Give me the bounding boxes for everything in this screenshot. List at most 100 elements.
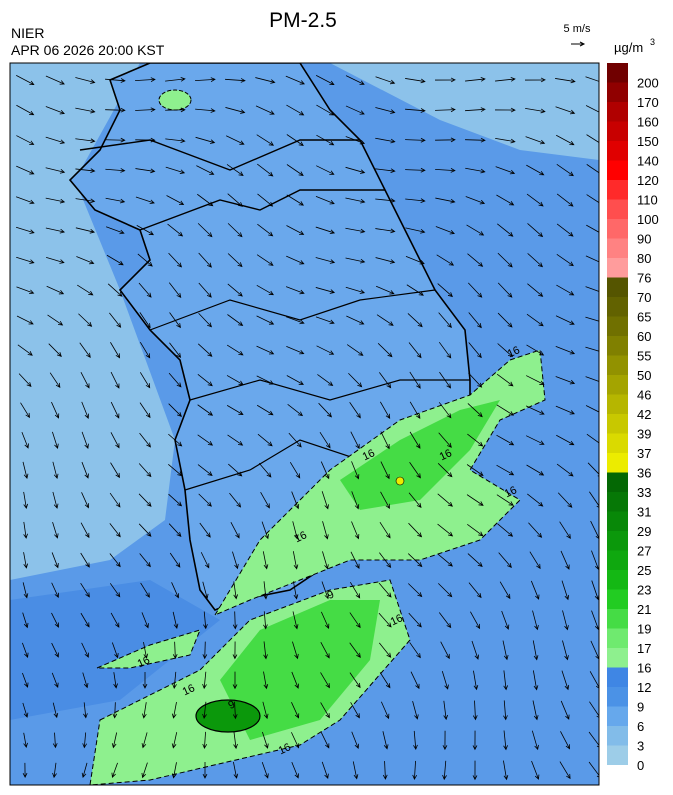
wind-arrow xyxy=(51,612,59,628)
wind-arrow xyxy=(375,168,396,174)
wind-arrow xyxy=(468,582,482,599)
wind-arrow xyxy=(139,402,151,419)
colorbar-segment xyxy=(607,160,628,180)
wind-arrow xyxy=(527,493,544,507)
wind-arrow xyxy=(16,286,35,295)
wind-arrow xyxy=(438,612,452,629)
wind-arrow xyxy=(49,372,61,389)
wind-arrow xyxy=(168,433,183,447)
wind-arrow xyxy=(555,405,575,415)
wind-arrow xyxy=(289,461,301,479)
colorbar-segment xyxy=(607,667,628,687)
wind-arrow xyxy=(559,521,571,540)
wind-arrow xyxy=(225,107,246,114)
colorbar-segment xyxy=(607,433,628,453)
wind-arrow xyxy=(585,405,599,413)
wind-arrow xyxy=(135,168,156,174)
wind-arrow xyxy=(319,431,331,449)
wind-arrow xyxy=(257,223,274,237)
wind-arrow xyxy=(81,492,90,509)
wind-arrow xyxy=(503,670,509,691)
wind-arrow xyxy=(379,401,391,420)
contour-label: 16 xyxy=(361,447,377,463)
wind-arrow xyxy=(497,282,513,298)
wind-arrow xyxy=(22,582,29,599)
wind-arrow xyxy=(111,642,119,659)
wind-arrow xyxy=(525,405,545,415)
wind-arrow xyxy=(413,730,418,750)
wind-arrow xyxy=(45,136,66,144)
wind-arrow xyxy=(561,580,570,601)
wind-arrow xyxy=(375,137,396,144)
wind-arrow xyxy=(586,194,599,206)
wind-arrow xyxy=(378,582,392,598)
wind-arrow xyxy=(586,134,599,146)
wind-arrow xyxy=(532,610,539,631)
wind-arrow xyxy=(171,762,177,779)
wind-key-arrow xyxy=(571,41,586,47)
wind-arrow xyxy=(263,641,268,660)
wind-arrow xyxy=(556,434,575,446)
wind-arrow xyxy=(141,612,149,629)
colorbar-label: 37 xyxy=(637,446,651,461)
map: 16 16 16 16 16 9 16 16 16 16 9 xyxy=(10,63,599,785)
wind-arrow xyxy=(501,610,510,630)
wind-arrow xyxy=(465,167,486,174)
wind-arrow xyxy=(405,227,426,234)
wind-arrow xyxy=(135,77,156,82)
colorbar-label: 110 xyxy=(637,193,658,208)
wind-arrow xyxy=(497,523,514,537)
wind-arrow xyxy=(345,286,366,294)
wind-arrow xyxy=(48,343,62,357)
wind-arrow xyxy=(405,108,426,113)
wind-arrow xyxy=(466,224,485,236)
wind-arrow xyxy=(286,375,304,385)
wind-arrow xyxy=(45,75,65,85)
wind-arrow xyxy=(405,137,426,143)
wind-arrow xyxy=(555,106,576,115)
wind-arrow xyxy=(232,611,238,630)
colorbar-segment xyxy=(607,102,628,122)
wind-arrow xyxy=(375,107,396,114)
wind-arrow xyxy=(261,762,269,779)
wind-arrow xyxy=(556,223,574,237)
wind-arrow xyxy=(77,284,94,296)
wind-arrow xyxy=(47,314,64,326)
wind-arrow xyxy=(202,641,208,660)
wind-arrow xyxy=(561,670,570,691)
wind-arrow xyxy=(226,375,244,386)
wind-arrow xyxy=(587,462,599,477)
colorbar-segment xyxy=(607,706,628,726)
wind-arrow xyxy=(472,700,478,721)
wind-arrow xyxy=(109,523,121,538)
colorbar-segment xyxy=(607,394,628,414)
wind-arrow xyxy=(586,433,599,446)
wind-arrow xyxy=(51,672,59,688)
wind-arrow xyxy=(472,730,478,751)
colorbar-segment xyxy=(607,121,628,141)
wind-arrow xyxy=(287,404,304,417)
wind-arrow xyxy=(232,701,238,720)
wind-arrow xyxy=(409,461,421,479)
wind-arrow xyxy=(285,316,305,325)
colorbar-label: 31 xyxy=(637,505,651,520)
wind-arrow xyxy=(321,581,329,600)
wind-arrow xyxy=(230,522,240,539)
wind-key-label: 5 m/s xyxy=(564,23,591,35)
colorbar-label: 0 xyxy=(637,758,644,773)
wind-arrow xyxy=(257,433,273,447)
wind-arrow xyxy=(527,283,544,297)
wind-arrow xyxy=(408,522,423,538)
wind-arrow xyxy=(105,107,126,113)
colorbar-segment xyxy=(607,589,628,609)
wind-arrow xyxy=(75,168,96,173)
wind-arrow xyxy=(435,137,456,143)
wind-arrow xyxy=(45,167,66,174)
wind-arrow xyxy=(169,342,182,358)
wind-arrow xyxy=(531,730,539,751)
wind-arrow xyxy=(555,78,576,84)
wind-arrow xyxy=(375,198,396,203)
wind-arrow xyxy=(350,431,360,450)
wind-arrow xyxy=(22,612,29,629)
colorbar-label: 39 xyxy=(637,427,651,442)
